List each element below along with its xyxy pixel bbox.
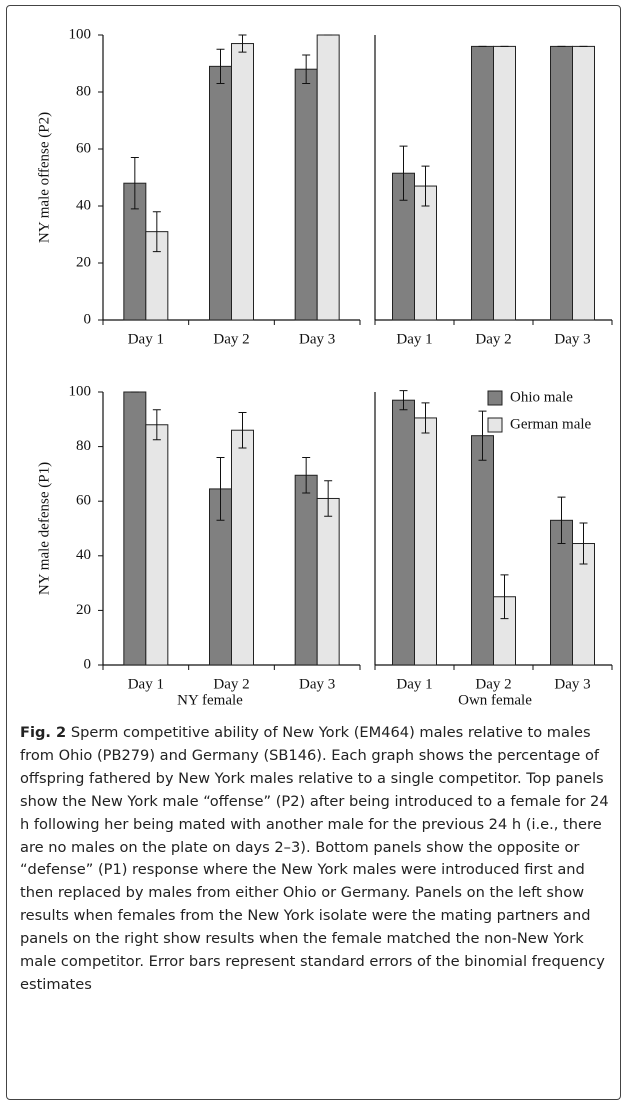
x-tick-label: Day 2 [475, 676, 511, 692]
error-bar [238, 411, 247, 449]
column-label: Own female [458, 692, 532, 708]
error-bar [579, 522, 588, 565]
bar [392, 399, 415, 666]
x-tick-label: Day 3 [299, 676, 335, 692]
error-bar [302, 54, 311, 84]
y-tick-label: 60 [76, 140, 91, 156]
bar [550, 45, 573, 321]
bar [471, 45, 494, 321]
y-tick-label: 100 [69, 26, 92, 42]
bar [294, 68, 318, 321]
y-tick-label: 40 [76, 547, 91, 563]
x-tick-label: Day 3 [554, 676, 590, 692]
y-tick-label: 20 [76, 602, 91, 618]
error-bar [500, 574, 509, 620]
bar [123, 391, 147, 666]
bar [493, 45, 516, 321]
legend-swatch [487, 417, 503, 433]
column-label: NY female [177, 692, 243, 708]
error-bar [557, 496, 566, 545]
bar [316, 497, 340, 666]
figure-frame [6, 5, 621, 1100]
x-tick-label: Day 3 [299, 331, 335, 347]
error-bar [421, 402, 430, 434]
bar [414, 417, 437, 666]
x-tick-label: Day 1 [128, 676, 164, 692]
y-tick-label: 0 [84, 311, 92, 327]
bar [231, 43, 254, 321]
x-tick-label: Day 2 [213, 676, 249, 692]
error-bar [302, 457, 311, 494]
error-bar [130, 157, 139, 210]
y-axis-label: NY male offense (P2) [36, 112, 52, 243]
bar [471, 435, 494, 666]
error-bar [238, 34, 247, 53]
x-tick-label: Day 1 [396, 331, 432, 347]
bar [209, 65, 232, 321]
x-tick-label: Day 1 [128, 331, 164, 347]
x-tick-label: Day 1 [396, 676, 432, 692]
x-tick-label: Day 2 [213, 331, 249, 347]
error-bar [152, 211, 161, 253]
error-bar [216, 457, 225, 521]
bar [294, 474, 318, 666]
error-bar [216, 48, 225, 84]
bar [572, 45, 595, 321]
y-tick-label: 0 [84, 656, 92, 672]
error-bar [152, 409, 161, 441]
legend-swatch [487, 390, 503, 406]
charts: NY female Own female 0 20 40 60 80 100 NY male… [36, 26, 613, 708]
caption: Fig. 2 Sperm competitive ability of New … [20, 722, 612, 997]
x-tick-label: Day 3 [554, 331, 590, 347]
bar [316, 34, 340, 321]
error-bar [399, 390, 408, 411]
y-axis-label: NY male defense (P1) [36, 462, 52, 595]
caption-label: Fig. 2 [20, 724, 67, 741]
error-bar [399, 145, 408, 201]
bar [231, 429, 254, 666]
y-tick-label: 40 [76, 197, 91, 213]
caption-text: Sperm competitive ability of New York (E… [20, 724, 609, 993]
error-bar [324, 480, 333, 517]
y-tick-label: 60 [76, 493, 91, 509]
x-tick-label: Day 2 [475, 331, 511, 347]
y-tick-label: 80 [76, 438, 91, 454]
legend-label: Ohio male [510, 389, 573, 405]
y-tick-label: 20 [76, 254, 91, 270]
error-bar [478, 410, 487, 461]
legend-label: German male [510, 416, 592, 432]
bar [145, 424, 169, 666]
y-tick-label: 80 [76, 83, 91, 99]
error-bar [421, 165, 430, 207]
y-tick-label: 100 [69, 383, 92, 399]
